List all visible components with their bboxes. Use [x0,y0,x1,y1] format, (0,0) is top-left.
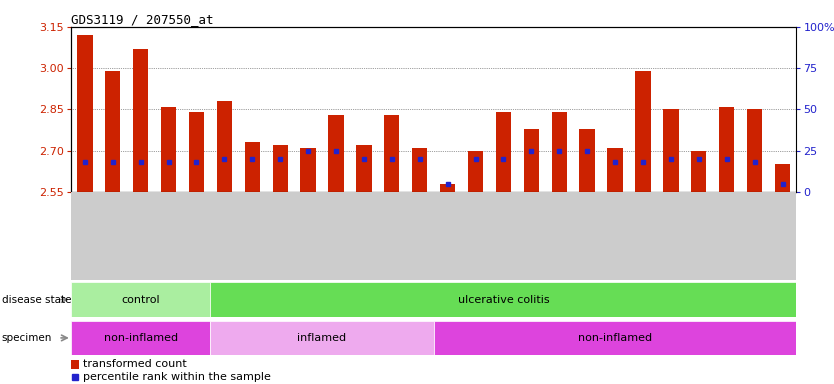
Bar [719,107,735,192]
Bar [440,184,455,192]
Bar [691,151,706,192]
Text: percentile rank within the sample: percentile rank within the sample [83,372,270,382]
Bar [300,148,316,192]
Bar [273,145,288,192]
Bar [775,164,790,192]
Bar [607,148,623,192]
Bar [468,151,483,192]
Bar [356,145,372,192]
Bar [71,360,79,369]
Bar [495,112,511,192]
Bar [580,129,595,192]
Bar [244,142,260,192]
Bar [210,282,796,317]
Text: inflamed: inflamed [298,333,347,343]
Bar [188,112,204,192]
Bar [412,148,427,192]
Bar [747,109,762,192]
Bar [71,321,210,355]
Bar [329,115,344,192]
Bar [384,115,399,192]
Bar [636,71,651,192]
Bar [524,129,539,192]
Text: specimen: specimen [2,333,52,343]
Bar [434,321,796,355]
Text: transformed count: transformed count [83,359,186,369]
Text: non-inflamed: non-inflamed [103,333,178,343]
Bar [663,109,679,192]
Bar [105,71,120,192]
Text: GDS3119 / 207550_at: GDS3119 / 207550_at [71,13,214,26]
Bar [133,49,148,192]
Bar [78,35,93,192]
Bar [210,321,434,355]
Text: ulcerative colitis: ulcerative colitis [458,295,550,305]
Bar [71,282,210,317]
Text: non-inflamed: non-inflamed [578,333,652,343]
Text: disease state: disease state [2,295,71,305]
Text: control: control [121,295,160,305]
Bar [217,101,232,192]
Bar [551,112,567,192]
Bar [161,107,176,192]
